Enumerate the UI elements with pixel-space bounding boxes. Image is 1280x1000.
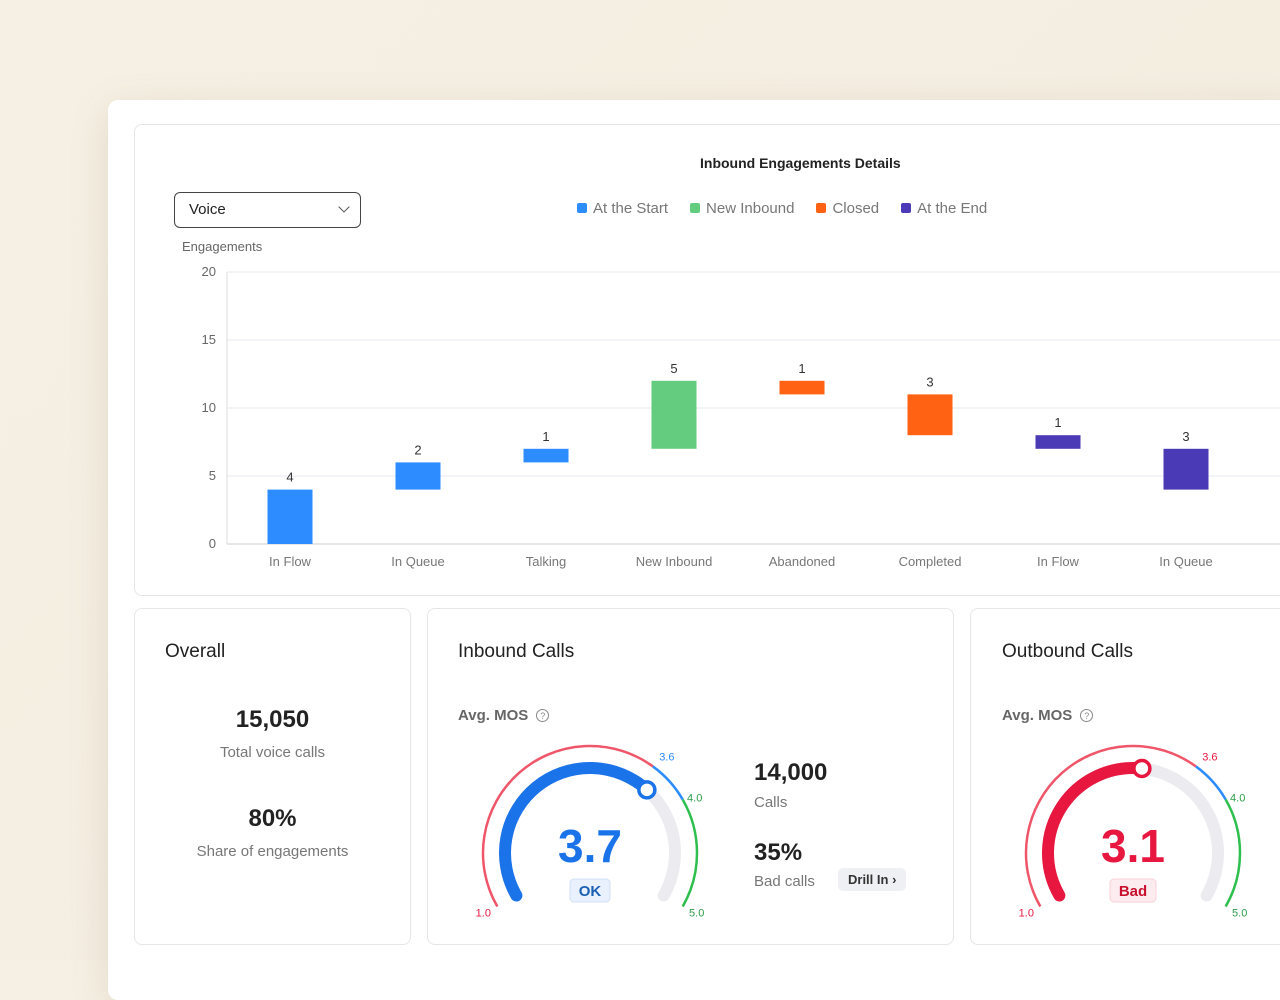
bar [651,380,697,449]
inbound-mos-label: Avg. MOS? [458,707,550,724]
bar [779,380,825,395]
y-tick-label: 10 [202,400,216,415]
inbound-engagements-card [134,124,1280,596]
outbound-mos-value: 3.1 [1101,820,1165,872]
outbound-mos-label: Avg. MOS? [1002,707,1094,724]
gauge-range-good [1224,798,1242,908]
help-icon[interactable]: ? [536,709,550,722]
gauge-value-arc [499,762,653,902]
bad-calls-label: Bad calls [754,873,815,890]
gauge-tick-label: 4.0 [687,793,702,805]
inbound-mos-value: 3.7 [558,820,622,872]
legend-label: New Inbound [706,200,795,217]
gauge-marker [1132,758,1152,779]
legend-item[interactable]: At the End [901,200,987,217]
gauge-tick-label: 1.0 [476,908,491,920]
x-tick-label: In Queue [391,554,445,569]
mos-label: Avg. MOS [458,707,529,724]
legend-swatch [816,203,827,213]
gauge-range-ok [1195,765,1227,801]
bar-data-label: 1 [798,361,805,376]
status-badge-text: Bad [1119,883,1147,900]
inbound-calls-label: Calls [754,794,788,811]
x-tick-label: Abandoned [769,554,836,569]
dropdown-value: Voice [189,201,226,218]
bad-calls-value: 35% [754,839,803,866]
y-tick-label: 20 [202,264,216,279]
chart-title: Inbound Engagements Details [700,155,901,171]
bar [267,489,313,544]
gauge-range-bad [1024,744,1197,908]
bar-data-label: 3 [1182,429,1189,444]
bar-data-label: 1 [1054,415,1061,430]
x-tick-label: In Queue [1159,554,1213,569]
bar [1163,448,1209,490]
drill-in-button[interactable]: Drill In › [838,868,907,891]
chevron-right-icon: › [892,872,897,887]
gauge-tick-label: 1.0 [1019,908,1034,920]
status-badge-text: OK [579,883,602,900]
legend-label: At the Start [593,200,669,217]
gauge-range-good [681,798,699,908]
legend-item[interactable]: Closed [816,200,879,217]
bar-data-label: 2 [414,442,421,457]
x-tick-label: Completed [899,554,962,569]
legend-swatch [901,203,912,213]
legend-item[interactable]: At the Start [577,200,668,217]
overall-card [134,608,411,945]
bar [523,448,569,463]
y-tick-label: 0 [209,536,216,551]
gauge-tick-label: 3.6 [659,751,674,763]
inbound-calls-value: 14,000 [754,759,828,786]
legend-label: Closed [832,200,880,217]
gauge-value-arc [1042,762,1148,902]
legend-swatch [577,203,587,213]
outbound-mos-gauge: 1.0 3.6 4.0 5.0 3.1 Bad [1019,744,1247,920]
bar [1035,435,1081,449]
x-tick-label: Talking [526,554,566,569]
bar-data-label: 3 [926,374,933,389]
share-value: 80% [248,805,297,832]
total-calls-value: 15,050 [235,706,310,733]
status-badge [1109,878,1157,903]
gauge-tick-label: 3.6 [1202,751,1217,763]
gauge-range-ok [652,765,684,801]
legend-swatch [690,203,701,213]
y-axis-label: Engagements [182,239,263,254]
gauge-tick-label: 5.0 [689,908,704,920]
bar-data-label: 4 [286,470,293,485]
legend-label: At the End [917,200,988,217]
bar-data-label: 5 [670,361,677,376]
status-badge [569,878,611,903]
inbound-mos-gauge: 1.0 3.6 4.0 5.0 3.7 OK [476,744,704,920]
gauge-tick-label: 5.0 [1232,908,1247,920]
help-icon[interactable]: ? [1080,709,1094,722]
outbound-title: Outbound Calls [1002,641,1133,662]
x-tick-label: In Flow [1037,554,1080,569]
drill-label: Drill In [848,872,889,887]
gauge-tick-label: 4.0 [1230,793,1245,805]
legend-item[interactable]: New Inbound [690,200,794,217]
waterfall-chart: 0 5 10 15 20 4 In Flow 2 In Queue 1 Talking 5 New In… [202,264,1280,569]
gauge-marker [637,780,657,800]
bar [907,394,953,436]
total-calls-label: Total voice calls [219,744,326,761]
gauge-range-bad [481,744,654,908]
y-tick-label: 5 [209,468,216,483]
x-tick-label: New Inbound [636,554,713,569]
x-tick-label: In Flow [269,554,312,569]
bar-data-label: 1 [542,429,549,444]
share-label: Share of engagements [196,843,349,860]
bar [395,462,441,490]
chart-legend: At the Start New Inbound Closed At the E… [577,200,987,217]
overall-title: Overall [165,641,226,662]
mos-label: Avg. MOS [1002,707,1073,724]
channel-dropdown[interactable]: Voice [174,192,361,228]
y-tick-label: 15 [202,332,216,347]
inbound-title: Inbound Calls [458,641,575,662]
